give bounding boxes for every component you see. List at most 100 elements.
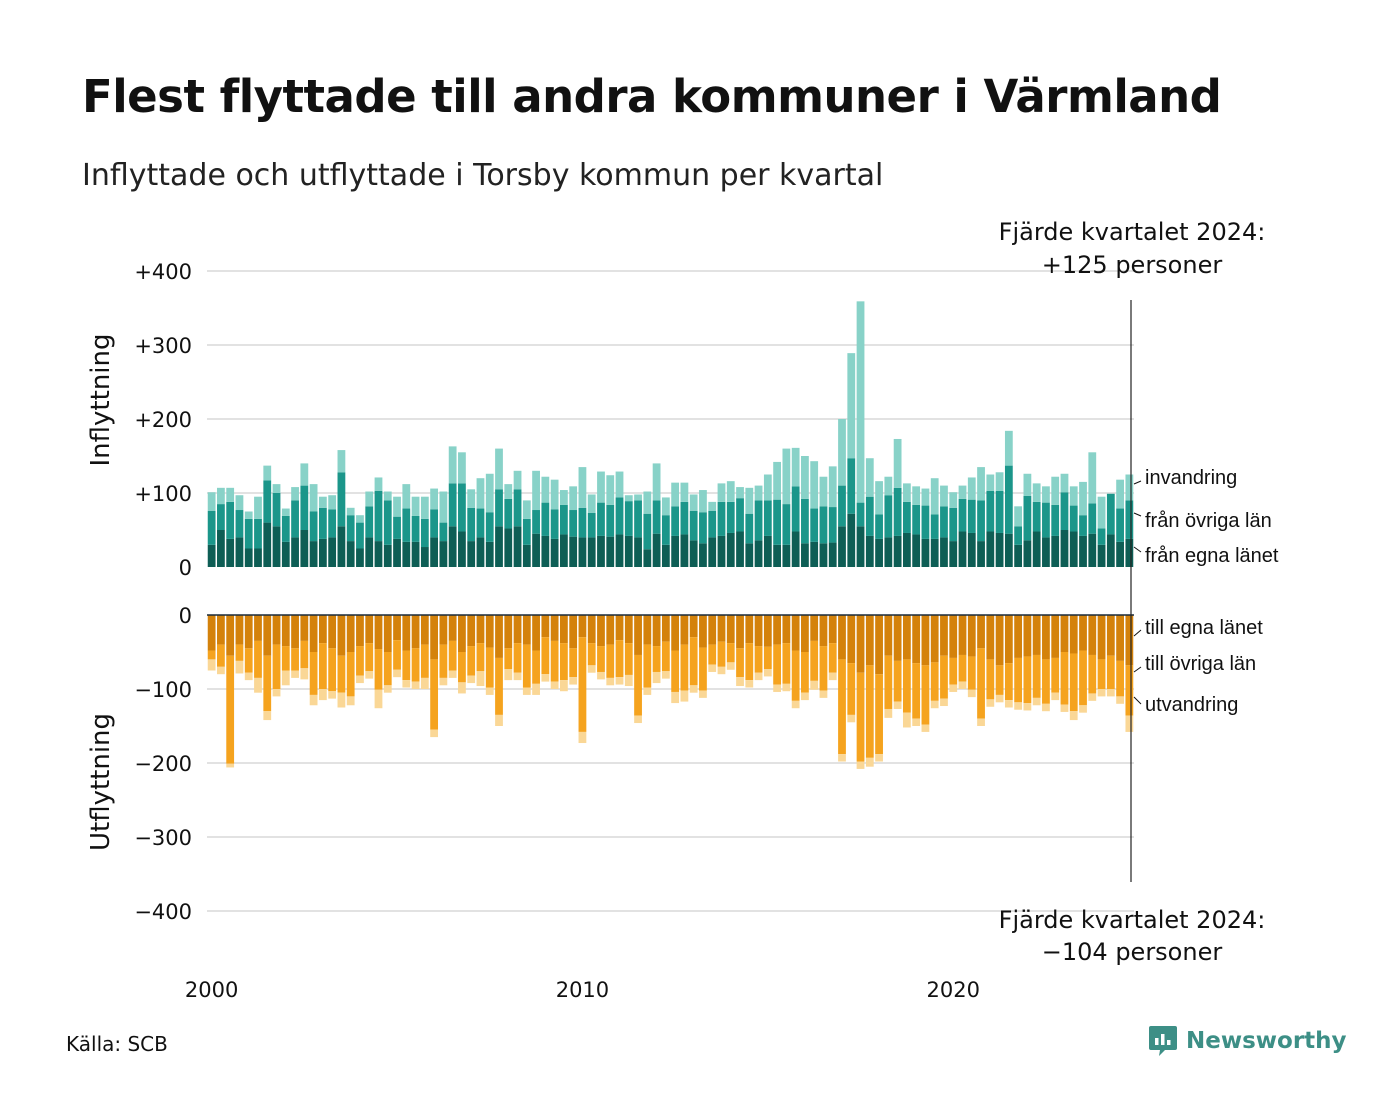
bar-in-fran-egna-lanet bbox=[1116, 541, 1124, 567]
bar-in-fran-egna-lanet bbox=[346, 541, 355, 567]
bar-out-till-egna-lanet bbox=[569, 615, 578, 649]
bar-in-fran-egna-lanet bbox=[624, 535, 633, 567]
bar-in-fran-egna-lanet bbox=[1004, 533, 1013, 567]
bar-out-till-ovriga-lan bbox=[1042, 659, 1050, 704]
bar-in-fran-egna-lanet bbox=[634, 537, 642, 567]
bar-in-fran-ovriga-lan bbox=[430, 509, 439, 538]
bar-out-till-egna-lanet bbox=[365, 615, 374, 644]
bar-out-utvandring bbox=[773, 684, 781, 692]
bar-in-invandring bbox=[1125, 474, 1134, 501]
bar-out-till-egna-lanet bbox=[1116, 615, 1124, 661]
bar-out-utvandring bbox=[263, 711, 272, 721]
bar-out-utvandring bbox=[1042, 703, 1050, 712]
bar-out-utvandring bbox=[1014, 702, 1023, 710]
bar-out-till-ovriga-lan bbox=[495, 657, 503, 715]
bar-in-invandring bbox=[300, 463, 309, 486]
leader-till-egna-lanet bbox=[1133, 629, 1142, 637]
bar-in-invandring bbox=[328, 495, 337, 510]
bar-in-invandring bbox=[1116, 479, 1124, 509]
bar-in-fran-ovriga-lan bbox=[643, 513, 652, 550]
bar-out-utvandring bbox=[374, 689, 383, 709]
bar-out-till-egna-lanet bbox=[865, 615, 874, 666]
bar-out-utvandring bbox=[587, 665, 596, 673]
bar-out-utvandring bbox=[921, 724, 930, 732]
bar-out-till-egna-lanet bbox=[819, 615, 828, 647]
bar-out-till-egna-lanet bbox=[884, 615, 893, 656]
bar-out-utvandring bbox=[393, 669, 401, 678]
brand-name: Newsworthy bbox=[1186, 1028, 1347, 1054]
bar-out-till-egna-lanet bbox=[763, 615, 772, 647]
bar-in-fran-ovriga-lan bbox=[847, 458, 856, 514]
bar-in-invandring bbox=[476, 478, 485, 509]
bar-out-till-egna-lanet bbox=[476, 615, 485, 644]
bar-out-till-ovriga-lan bbox=[940, 655, 948, 699]
bar-out-till-egna-lanet bbox=[578, 615, 587, 638]
bar-in-invandring bbox=[699, 490, 707, 513]
bar-out-till-egna-lanet bbox=[893, 615, 902, 661]
bar-in-fran-ovriga-lan bbox=[615, 497, 624, 535]
bar-out-till-ovriga-lan bbox=[254, 640, 262, 678]
bar-out-till-egna-lanet bbox=[995, 615, 1004, 666]
bar-out-till-ovriga-lan bbox=[615, 640, 624, 678]
bar-in-fran-egna-lanet bbox=[745, 543, 754, 567]
bar-out-till-egna-lanet bbox=[420, 615, 429, 645]
bar-out-till-ovriga-lan bbox=[689, 637, 698, 686]
bar-out-utvandring bbox=[550, 681, 559, 689]
bar-in-invandring bbox=[624, 495, 633, 502]
bar-in-fran-ovriga-lan bbox=[1088, 503, 1097, 534]
bar-in-invandring bbox=[402, 484, 411, 509]
bar-in-invandring bbox=[337, 450, 346, 473]
bar-in-fran-ovriga-lan bbox=[745, 513, 754, 544]
y-axis-label-outflow: Utflyttning bbox=[86, 713, 116, 851]
bar-in-fran-ovriga-lan bbox=[949, 507, 958, 542]
bar-out-till-egna-lanet bbox=[597, 615, 605, 647]
bar-out-utvandring bbox=[254, 677, 262, 693]
bar-out-till-egna-lanet bbox=[217, 615, 225, 645]
bar-out-till-egna-lanet bbox=[930, 615, 939, 663]
bar-out-utvandring bbox=[328, 691, 337, 699]
bar-out-till-egna-lanet bbox=[847, 615, 856, 664]
bar-in-invandring bbox=[661, 497, 670, 516]
bar-out-till-egna-lanet bbox=[958, 615, 967, 655]
bar-out-till-egna-lanet bbox=[467, 615, 476, 647]
series-label-till-egna-lanet: till egna länet bbox=[1145, 617, 1263, 639]
bar-out-till-ovriga-lan bbox=[504, 648, 513, 670]
bar-in-invandring bbox=[763, 474, 772, 501]
bar-in-fran-ovriga-lan bbox=[977, 500, 985, 542]
bar-in-invandring bbox=[393, 496, 401, 517]
bar-in-fran-ovriga-lan bbox=[1051, 504, 1060, 536]
bar-out-till-ovriga-lan bbox=[458, 652, 466, 683]
bar-in-fran-ovriga-lan bbox=[1079, 515, 1087, 536]
bar-in-invandring bbox=[244, 511, 253, 519]
bar-out-utvandring bbox=[847, 714, 856, 723]
bar-out-till-egna-lanet bbox=[856, 615, 865, 673]
bar-out-utvandring bbox=[541, 674, 550, 682]
bar-in-invandring bbox=[856, 301, 865, 503]
bar-in-fran-ovriga-lan bbox=[272, 493, 281, 527]
bar-in-fran-ovriga-lan bbox=[411, 515, 420, 542]
bar-out-utvandring bbox=[597, 671, 605, 680]
bar-in-fran-egna-lanet bbox=[495, 526, 503, 567]
bar-in-invandring bbox=[736, 487, 744, 499]
bar-in-invandring bbox=[458, 452, 466, 484]
bar-in-fran-egna-lanet bbox=[476, 537, 485, 567]
bar-out-till-ovriga-lan bbox=[930, 662, 939, 701]
brand-logo[interactable]: Newsworthy bbox=[1148, 1024, 1347, 1058]
bar-in-fran-egna-lanet bbox=[1097, 544, 1106, 567]
bar-in-fran-egna-lanet bbox=[467, 541, 476, 567]
bar-in-invandring bbox=[865, 458, 874, 497]
bar-out-till-egna-lanet bbox=[661, 615, 670, 642]
bar-in-fran-ovriga-lan bbox=[541, 502, 550, 536]
bar-in-invandring bbox=[365, 491, 374, 507]
bar-in-fran-ovriga-lan bbox=[254, 518, 262, 549]
bar-out-till-egna-lanet bbox=[606, 615, 615, 645]
bar-out-till-ovriga-lan bbox=[217, 644, 225, 667]
bar-out-till-egna-lanet bbox=[754, 615, 763, 647]
bar-out-till-ovriga-lan bbox=[541, 637, 550, 675]
bar-out-till-ovriga-lan bbox=[522, 644, 531, 688]
bar-out-till-ovriga-lan bbox=[430, 659, 439, 730]
bar-out-till-ovriga-lan bbox=[782, 643, 791, 684]
bar-in-fran-egna-lanet bbox=[309, 541, 318, 567]
bar-out-utvandring bbox=[875, 754, 883, 762]
